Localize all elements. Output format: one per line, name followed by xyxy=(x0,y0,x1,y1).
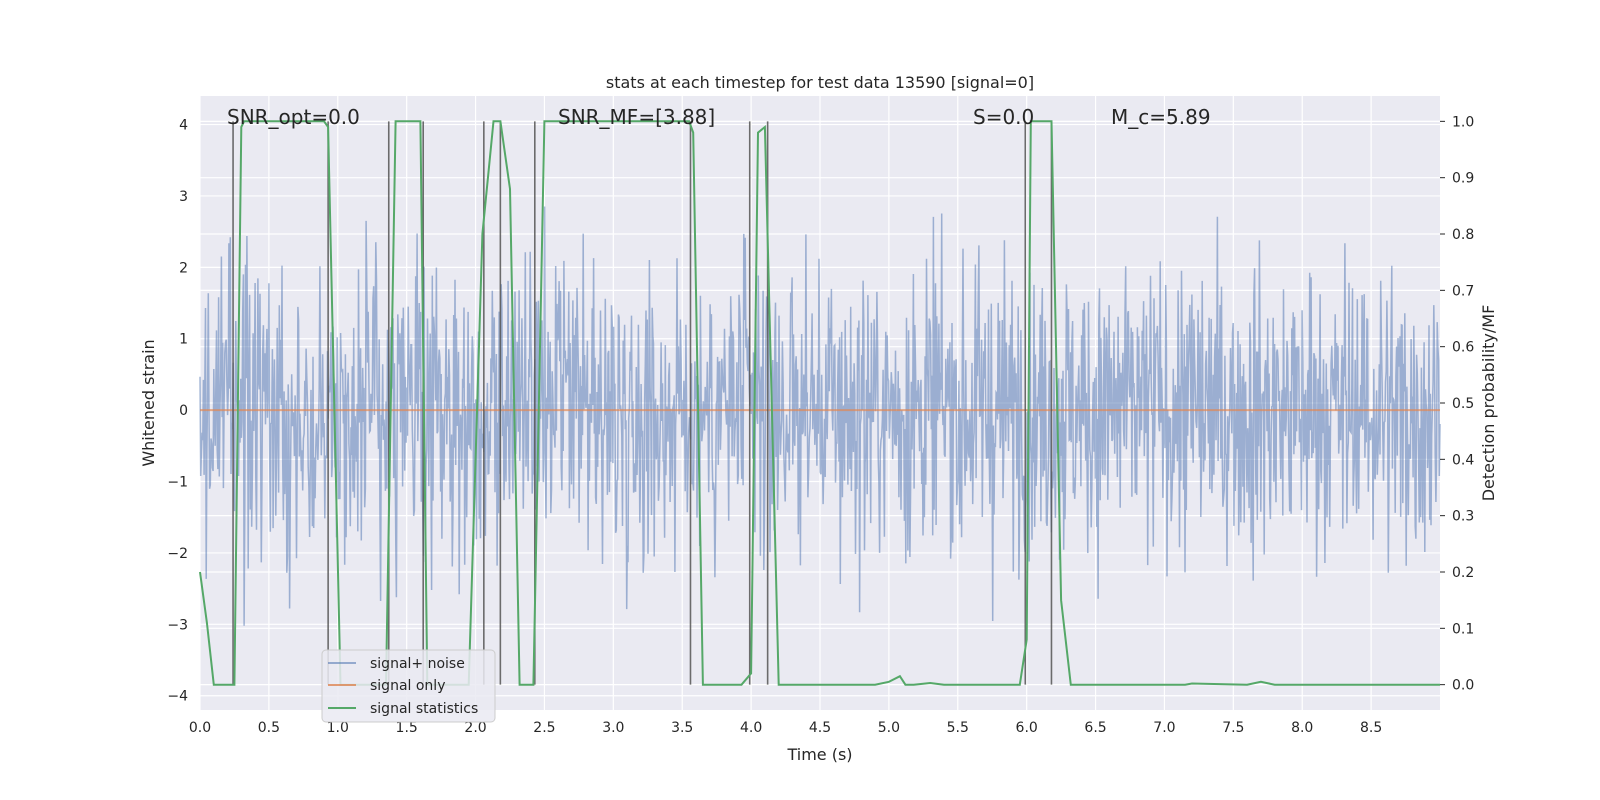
y-right-tick-label: 0.2 xyxy=(1452,565,1474,581)
y-right-tick-label: 0.8 xyxy=(1452,227,1474,243)
x-tick-label: 3.5 xyxy=(671,720,693,736)
y-right-tick-label: 0.6 xyxy=(1452,340,1474,356)
x-tick-label: 4.0 xyxy=(740,720,762,736)
y-left-tick-label: 0 xyxy=(179,403,188,419)
y-right-tick-label: 0.1 xyxy=(1452,621,1474,637)
noise-series xyxy=(199,206,1441,626)
y-right-tick-label: 0.5 xyxy=(1452,396,1474,412)
y-right-tick-label: 0.9 xyxy=(1452,171,1474,187)
x-tick-label: 6.0 xyxy=(1016,720,1038,736)
x-tick-label: 1.0 xyxy=(327,720,349,736)
x-tick-label: 5.5 xyxy=(947,720,969,736)
y-left-tick-label: 3 xyxy=(179,189,188,205)
chart-title: stats at each timestep for test data 135… xyxy=(606,73,1034,92)
x-tick-label: 1.5 xyxy=(396,720,418,736)
annotation-s: S=0.0 xyxy=(973,105,1034,129)
y-left-tick-label: −1 xyxy=(167,475,188,491)
legend-label-statistics: signal statistics xyxy=(370,701,478,717)
x-tick-label: 0.5 xyxy=(258,720,280,736)
x-tick-label: 5.0 xyxy=(878,720,900,736)
y-left-tick-label: −4 xyxy=(167,689,188,705)
annotation-snr-opt: SNR_opt=0.0 xyxy=(227,105,360,129)
y-left-tick-label: 2 xyxy=(179,260,188,276)
legend: signal+ noise signal only signal statist… xyxy=(321,649,496,723)
y-right-tick-label: 0.0 xyxy=(1452,678,1474,694)
y-right-tick-label: 0.4 xyxy=(1452,452,1474,468)
legend-box xyxy=(321,649,496,723)
y-axis-right-label: Detection probability/MF xyxy=(1479,305,1498,502)
x-tick-label: 3.0 xyxy=(602,720,624,736)
x-tick-label: 8.0 xyxy=(1291,720,1313,736)
y-left-tick-label: −2 xyxy=(167,546,188,562)
y-left-tick-label: 4 xyxy=(179,118,188,134)
x-tick-label: 4.5 xyxy=(809,720,831,736)
x-tick-label: 8.5 xyxy=(1360,720,1382,736)
x-axis-label: Time (s) xyxy=(786,745,852,764)
x-tick-label: 0.0 xyxy=(189,720,211,736)
legend-label-signal-only: signal only xyxy=(370,678,445,694)
x-tick-label: 7.0 xyxy=(1153,720,1175,736)
y-axis-left-label: Whitened strain xyxy=(139,339,158,466)
x-tick-label: 2.5 xyxy=(533,720,555,736)
y-right-tick-label: 0.7 xyxy=(1452,283,1474,299)
tick-labels: 0.0 0.5 1.0 1.5 2.0 2.5 3.0 3.5 4.0 4.5 5.0 5.5 6.0 6… xyxy=(167,114,1474,736)
x-tick-label: 6.5 xyxy=(1084,720,1106,736)
y-right-tick-label: 0.3 xyxy=(1452,509,1474,525)
noise-line xyxy=(199,206,1441,626)
annotation-snr-mf: SNR_MF=[3.88] xyxy=(558,105,715,129)
annotation-mc: M_c=5.89 xyxy=(1111,105,1211,129)
x-tick-label: 7.5 xyxy=(1222,720,1244,736)
x-tick-label: 2.0 xyxy=(464,720,486,736)
y-left-tick-label: −3 xyxy=(167,617,188,633)
legend-label-noise: signal+ noise xyxy=(370,656,465,672)
y-left-tick-label: 1 xyxy=(179,332,188,348)
y-right-tick-label: 1.0 xyxy=(1452,114,1474,130)
